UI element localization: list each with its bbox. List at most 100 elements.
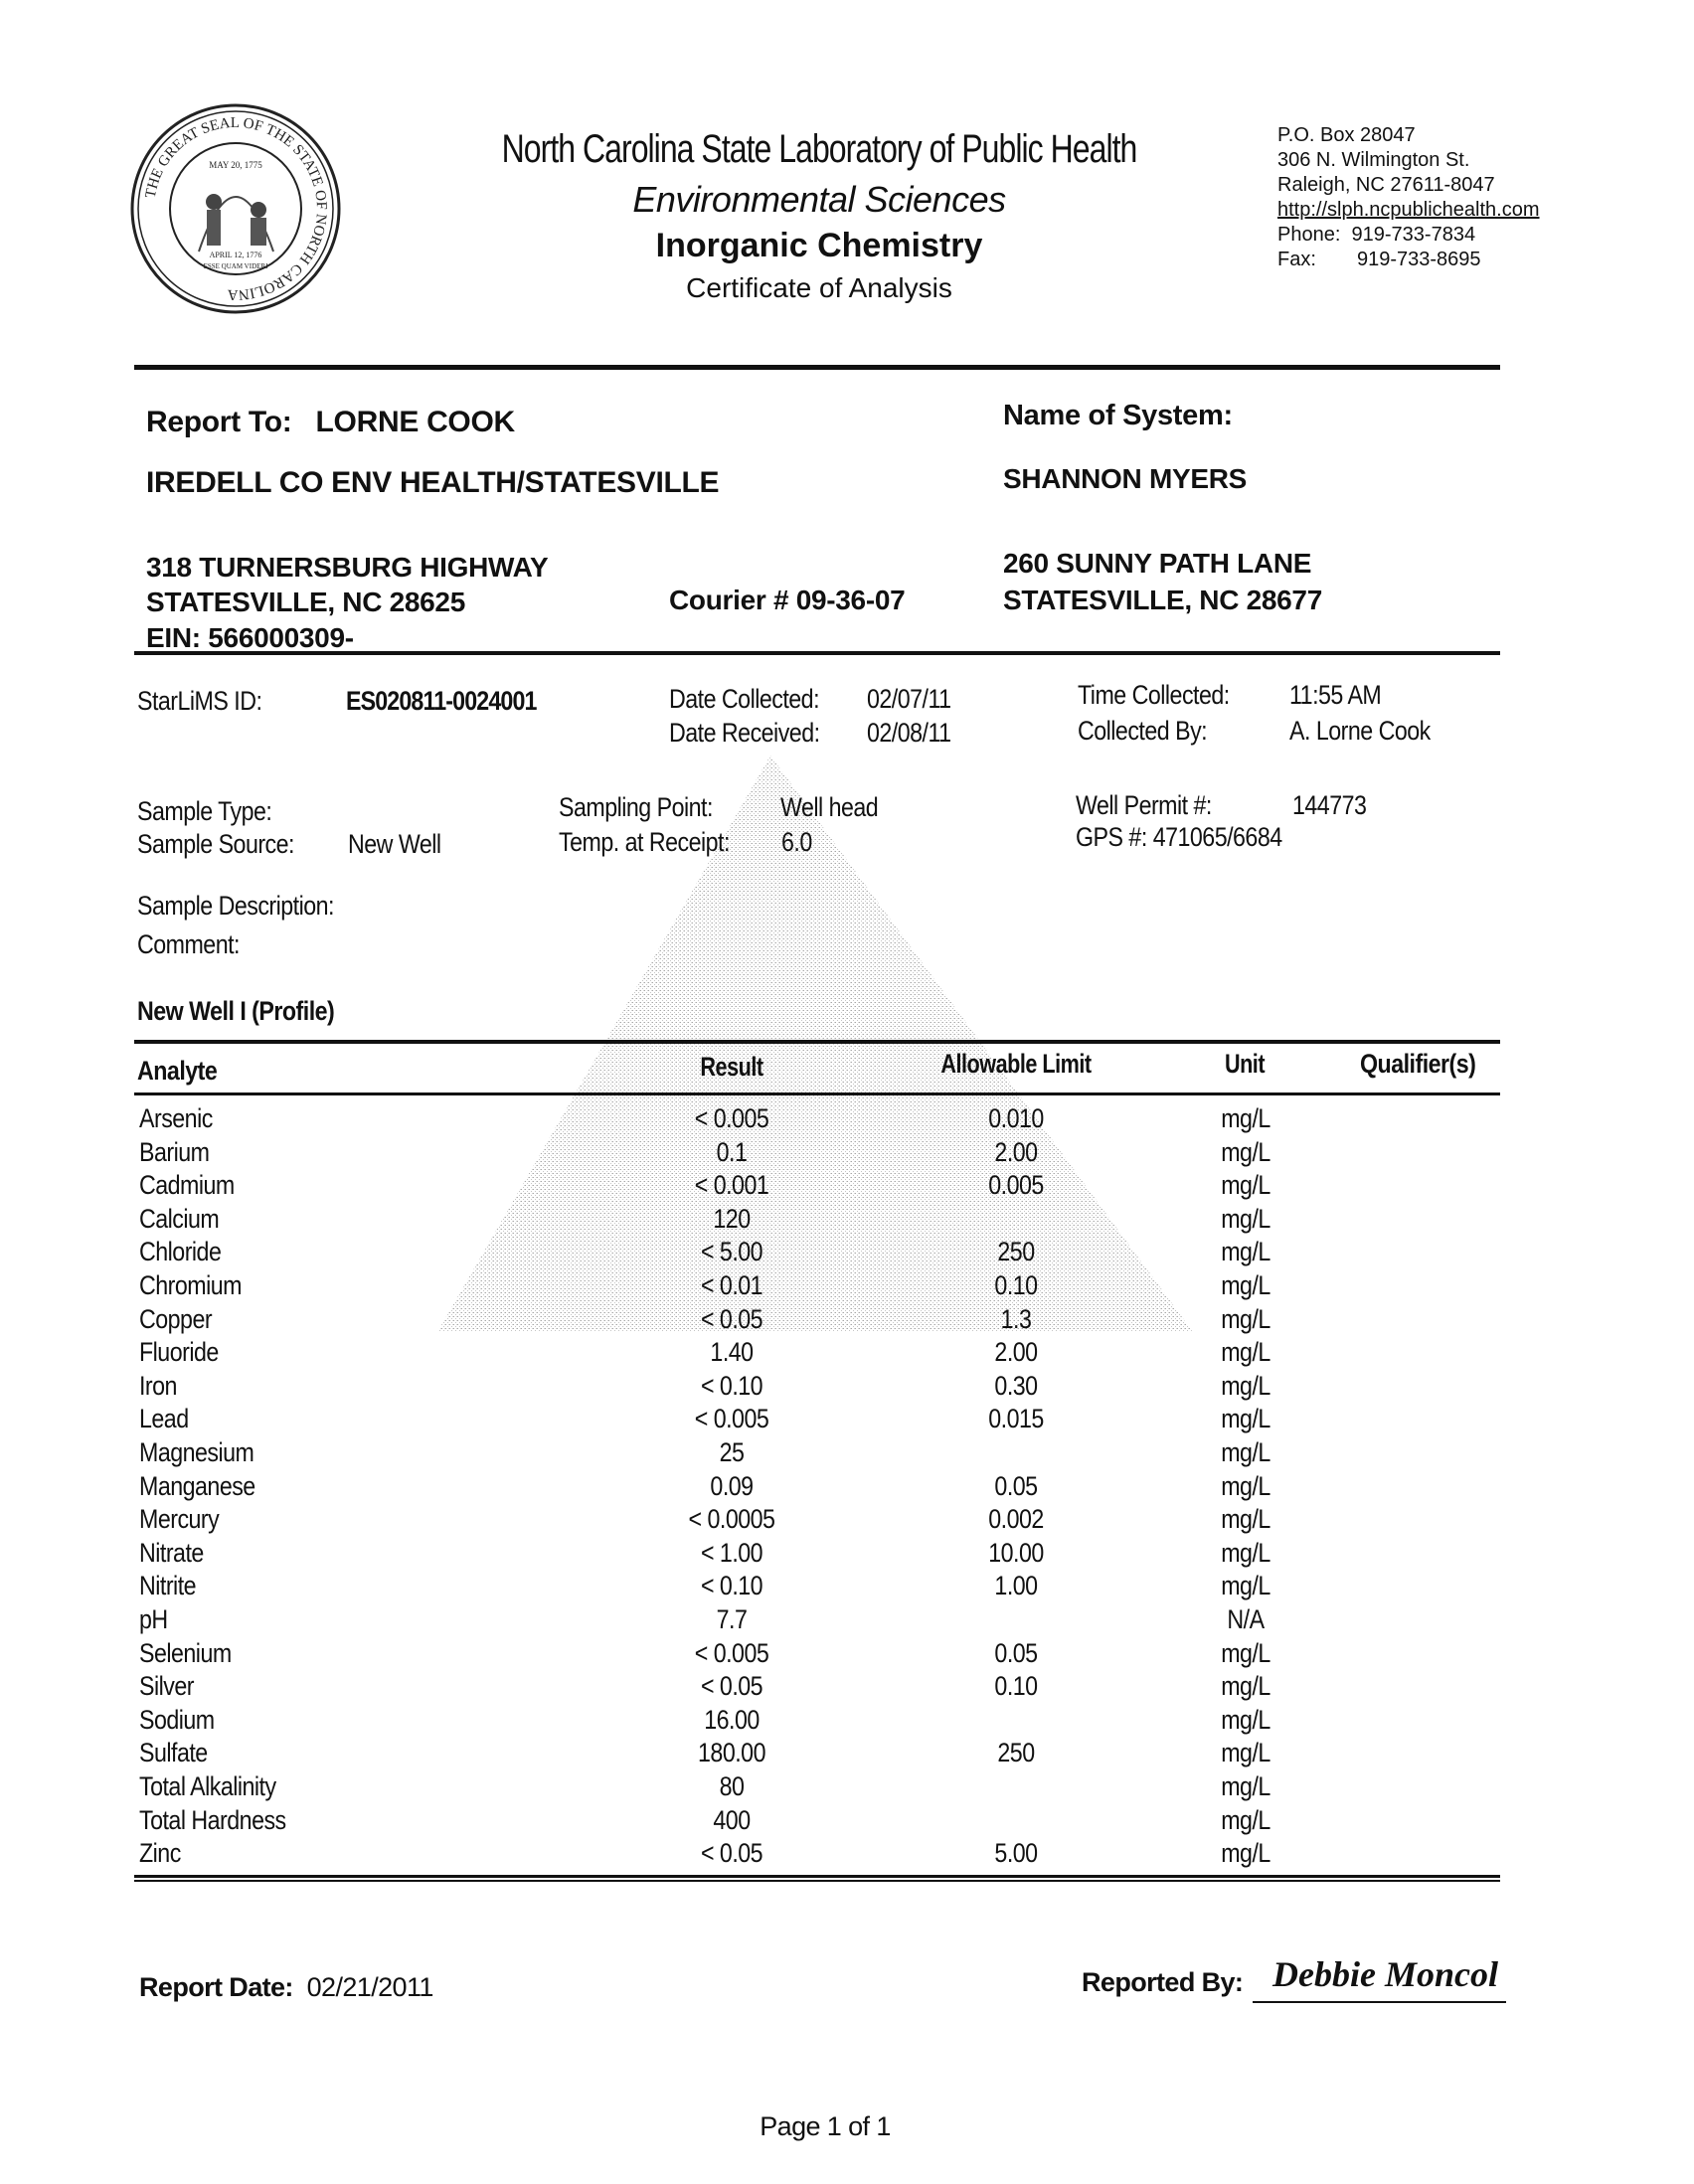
table-row: Nitrate < 1.00 10.00 mg/L — [0, 1538, 1694, 1572]
unit-cell: mg/L — [1221, 1270, 1270, 1300]
result-cell: < 1.00 — [700, 1537, 763, 1568]
po-box: P.O. Box 28047 — [1277, 124, 1416, 146]
date-collected-label: Date Collected: — [669, 684, 820, 714]
result-cell: 25 — [719, 1437, 745, 1467]
limit-cell: 0.30 — [994, 1370, 1038, 1401]
limit-cell: 250 — [997, 1738, 1035, 1768]
analyte-cell: Manganese — [139, 1470, 255, 1501]
result-cell: 0.1 — [716, 1136, 748, 1167]
street-address: 306 N. Wilmington St. — [1277, 149, 1470, 171]
analyte-cell: Arsenic — [139, 1103, 213, 1133]
profile-title: New Well I (Profile) — [137, 996, 335, 1026]
comment-label: Comment: — [137, 929, 240, 959]
divider — [134, 365, 1500, 370]
unit-cell: mg/L — [1221, 1337, 1270, 1368]
result-cell: < 0.0005 — [688, 1504, 775, 1535]
result-cell: < 0.005 — [694, 1404, 769, 1434]
report-to-org: IREDELL CO ENV HEALTH/STATESVILLE — [146, 466, 720, 499]
reported-by-label: Reported By: — [1082, 1967, 1244, 1997]
report-to-address2: STATESVILLE, NC 28625 — [146, 587, 465, 617]
table-row: Fluoride 1.40 2.00 mg/L — [0, 1337, 1694, 1371]
table-row: Nitrite < 0.10 1.00 mg/L — [0, 1571, 1694, 1604]
analyte-cell: Magnesium — [139, 1437, 254, 1467]
result-cell: 1.40 — [710, 1337, 754, 1368]
result-cell: < 0.10 — [700, 1370, 763, 1401]
org-title: North Carolina State Laboratory of Publi… — [501, 127, 1138, 171]
result-cell: < 0.05 — [700, 1838, 763, 1869]
unit-cell: mg/L — [1221, 1537, 1270, 1568]
division-title: Environmental Sciences — [632, 179, 1006, 220]
analyte-cell: Chromium — [139, 1270, 242, 1300]
analyte-cell: Nitrate — [139, 1537, 204, 1568]
limit-cell: 0.002 — [988, 1504, 1044, 1535]
header-qualifiers: Qualifier(s) — [1360, 1049, 1476, 1079]
limit-cell: 0.015 — [988, 1404, 1044, 1434]
watermark-triangle — [437, 756, 1193, 1332]
unit-cell: mg/L — [1221, 1136, 1270, 1167]
report-to-label: Report To: — [146, 406, 292, 438]
result-cell: 7.7 — [716, 1604, 748, 1634]
analyte-cell: Iron — [139, 1370, 177, 1401]
unit-cell: mg/L — [1221, 1838, 1270, 1869]
sample-source-label: Sample Source: — [137, 829, 294, 859]
table-row: Sodium 16.00 mg/L — [0, 1705, 1694, 1739]
table-row: Arsenic < 0.005 0.010 mg/L — [0, 1103, 1694, 1137]
starlims-id: ES020811-0024001 — [346, 686, 537, 716]
result-cell: < 0.005 — [694, 1637, 769, 1668]
header-analyte: Analyte — [137, 1056, 218, 1086]
svg-text:APRIL 12, 1776: APRIL 12, 1776 — [210, 251, 262, 259]
fax-number: 919-733-8695 — [1357, 249, 1481, 270]
table-row: Silver < 0.05 0.10 mg/L — [0, 1671, 1694, 1705]
unit-cell: mg/L — [1221, 1671, 1270, 1702]
analyte-cell: Barium — [139, 1136, 210, 1167]
unit-cell: mg/L — [1221, 1704, 1270, 1735]
unit-cell: mg/L — [1221, 1738, 1270, 1768]
analyte-cell: Total Hardness — [139, 1804, 286, 1835]
analyte-cell: Fluoride — [139, 1337, 219, 1368]
unit-cell: mg/L — [1221, 1370, 1270, 1401]
analyte-cell: pH — [139, 1604, 168, 1634]
city-address: Raleigh, NC 27611-8047 — [1277, 174, 1495, 196]
system-address1: 260 SUNNY PATH LANE — [1003, 548, 1312, 579]
result-cell: 400 — [713, 1804, 751, 1835]
limit-cell: 0.05 — [994, 1470, 1038, 1501]
table-row: Lead < 0.005 0.015 mg/L — [0, 1404, 1694, 1437]
temp-at-receipt: 6.0 — [781, 827, 812, 857]
result-cell: < 0.05 — [700, 1303, 763, 1334]
sample-source: New Well — [348, 829, 441, 859]
unit-cell: mg/L — [1221, 1404, 1270, 1434]
divider — [134, 1040, 1500, 1044]
analyte-cell: Lead — [139, 1404, 189, 1434]
phone-number: 919-733-7834 — [1351, 224, 1476, 246]
limit-cell: 1.00 — [994, 1571, 1038, 1601]
analyte-cell: Chloride — [139, 1237, 222, 1267]
divider — [134, 1092, 1500, 1095]
analyte-cell: Zinc — [139, 1838, 181, 1869]
unit-cell: mg/L — [1221, 1771, 1270, 1801]
table-row: Mercury < 0.0005 0.002 mg/L — [0, 1504, 1694, 1538]
result-cell: < 5.00 — [700, 1237, 763, 1267]
table-row: Sulfate 180.00 250 mg/L — [0, 1738, 1694, 1771]
well-permit-label: Well Permit #: — [1076, 790, 1212, 820]
table-row: Total Hardness 400 mg/L — [0, 1805, 1694, 1839]
result-cell: < 0.001 — [694, 1170, 769, 1201]
system-address2: STATESVILLE, NC 28677 — [1003, 585, 1322, 615]
limit-cell: 0.05 — [994, 1637, 1038, 1668]
ein: EIN: 566000309- — [146, 622, 354, 653]
system-name: SHANNON MYERS — [1003, 463, 1248, 494]
analyte-cell: Selenium — [139, 1637, 232, 1668]
svg-text:ESSE QUAM VIDERI: ESSE QUAM VIDERI — [204, 262, 268, 270]
limit-cell: 1.3 — [1000, 1303, 1032, 1334]
date-received-label: Date Received: — [669, 718, 820, 748]
sampling-point-label: Sampling Point: — [559, 792, 713, 822]
report-to-address1: 318 TURNERSBURG HIGHWAY — [146, 552, 549, 583]
website-link[interactable]: http://slph.ncpublichealth.com — [1277, 199, 1540, 221]
svg-text:MAY 20, 1775: MAY 20, 1775 — [209, 160, 262, 170]
time-collected-label: Time Collected: — [1078, 680, 1230, 710]
limit-cell: 10.00 — [988, 1537, 1044, 1568]
unit-cell: mg/L — [1221, 1437, 1270, 1467]
unit-cell: mg/L — [1221, 1804, 1270, 1835]
analyte-cell: Calcium — [139, 1203, 220, 1234]
header-allowable-limit: Allowable Limit — [940, 1049, 1092, 1079]
signature: Debbie Moncol — [1272, 1954, 1498, 1994]
